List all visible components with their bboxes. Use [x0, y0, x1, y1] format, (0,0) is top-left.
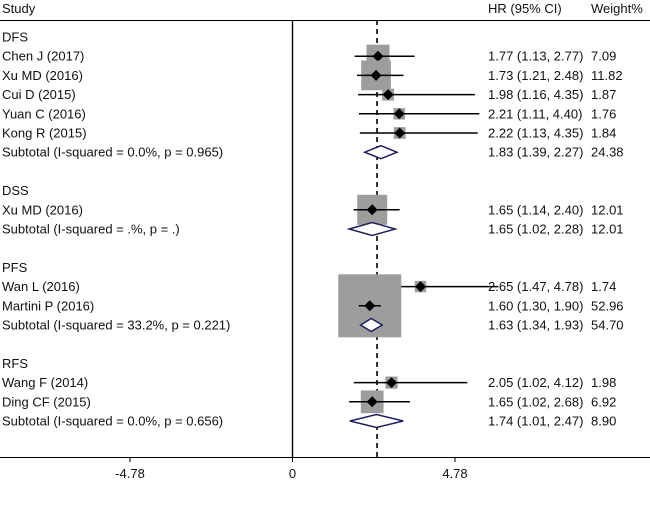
study-label: Wan L (2016): [2, 279, 80, 294]
group-label: DFS: [2, 30, 28, 45]
study-hr-ci: 1.73 (1.21, 2.48): [488, 68, 583, 83]
subtotal-hr-ci: 1.65 (1.02, 2.28): [488, 222, 583, 237]
study-label: Wang F (2014): [2, 375, 88, 390]
hr-header: HR (95% CI): [488, 1, 562, 16]
subtotal-hr-ci: 1.83 (1.39, 2.27): [488, 145, 583, 160]
subtotal-hr-ci: 1.74 (1.01, 2.47): [488, 414, 583, 429]
study-label: Martini P (2016): [2, 298, 94, 313]
subtotal-hr-ci: 1.63 (1.34, 1.93): [488, 318, 583, 333]
plot-area: DFS Chen J (2017) 1.77 (1.13, 2.77) 7.09 Xu …: [2, 20, 624, 481]
study-label: Kong R (2015): [2, 126, 87, 141]
study-weight: 1.84: [591, 126, 616, 141]
subtotal-diamond: [346, 221, 399, 237]
study-weight: 1.74: [591, 279, 616, 294]
study-point-estimate: [386, 377, 398, 389]
subtotal-weight: 54.70: [591, 318, 624, 333]
study-weight: 11.82: [591, 68, 623, 83]
study-point-estimate: [394, 127, 406, 139]
study-point-estimate: [370, 69, 382, 81]
study-weight: 7.09: [591, 49, 616, 64]
study-label: Chen J (2017): [2, 49, 84, 64]
study-label: Xu MD (2016): [2, 68, 83, 83]
study-hr-ci: 2.21 (1.11, 4.40): [488, 106, 582, 121]
study-weight: 1.76: [591, 106, 616, 121]
group-label: DSS: [2, 183, 29, 198]
study-hr-ci: 1.77 (1.13, 2.77): [488, 49, 583, 64]
study-label: Yuan C (2016): [2, 106, 86, 121]
study-hr-ci: 1.60 (1.30, 1.90): [488, 298, 583, 313]
study-hr-ci: 1.65 (1.14, 2.40): [488, 202, 583, 217]
study-weight: 6.92: [591, 394, 616, 409]
study-label: Ding CF (2015): [2, 394, 91, 409]
subtotal-weight: 24.38: [591, 145, 624, 160]
subtotal-label: Subtotal (I-squared = 33.2%, p = 0.221): [2, 318, 230, 333]
study-header: Study: [2, 1, 36, 16]
header-row: Study HR (95% CI) Weight%: [2, 1, 643, 16]
study-point-estimate: [414, 281, 426, 293]
study-hr-ci: 2.22 (1.13, 4.35): [488, 126, 583, 141]
subtotal-label: Subtotal (I-squared = 0.0%, p = 0.965): [2, 145, 223, 160]
group-label: RFS: [2, 356, 28, 371]
subtotal-weight: 12.01: [591, 222, 624, 237]
subtotal-label: Subtotal (I-squared = 0.0%, p = 0.656): [2, 414, 223, 429]
subtotal-diamond: [349, 413, 404, 429]
study-weight: 52.96: [591, 298, 624, 313]
study-weight: 12.01: [591, 202, 624, 217]
study-label: Xu MD (2016): [2, 202, 83, 217]
group-label: PFS: [2, 260, 28, 275]
x-axis-tick-label: -4.78: [115, 466, 145, 481]
study-point-estimate: [366, 396, 378, 408]
study-point-estimate: [366, 204, 378, 216]
study-point-estimate: [364, 300, 376, 312]
weight-header: Weight%: [591, 1, 643, 16]
study-weight: 1.98: [591, 375, 616, 390]
study-hr-ci: 1.98 (1.16, 4.35): [488, 87, 583, 102]
study-label: Cui D (2015): [2, 87, 76, 102]
subtotal-diamond: [362, 144, 399, 160]
study-point-estimate: [382, 89, 394, 101]
x-axis-tick-label: 4.78: [442, 466, 467, 481]
subtotal-label: Subtotal (I-squared = .%, p = .): [2, 222, 180, 237]
study-hr-ci: 2.05 (1.02, 4.12): [488, 375, 583, 390]
study-point-estimate: [372, 50, 384, 62]
study-weight: 1.87: [591, 87, 616, 102]
study-point-estimate: [393, 108, 405, 120]
x-axis-tick-label: 0: [289, 466, 296, 481]
subtotal-weight: 8.90: [591, 414, 616, 429]
subtotal-diamond: [359, 317, 384, 333]
study-hr-ci: 2.65 (1.47, 4.78): [488, 279, 583, 294]
study-hr-ci: 1.65 (1.02, 2.68): [488, 394, 583, 409]
